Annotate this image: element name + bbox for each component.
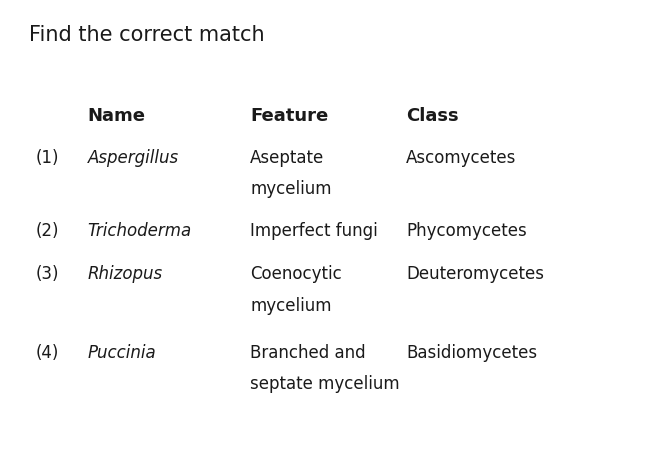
Text: Name: Name bbox=[88, 107, 146, 125]
Text: Trichoderma: Trichoderma bbox=[88, 222, 192, 240]
Text: Basidiomycetes: Basidiomycetes bbox=[406, 344, 538, 362]
Text: mycelium: mycelium bbox=[250, 297, 332, 315]
Text: (1): (1) bbox=[36, 149, 59, 167]
Text: Aseptate: Aseptate bbox=[250, 149, 324, 167]
Text: Deuteromycetes: Deuteromycetes bbox=[406, 265, 544, 283]
Text: Rhizopus: Rhizopus bbox=[88, 265, 163, 283]
Text: Ascomycetes: Ascomycetes bbox=[406, 149, 517, 167]
Text: Feature: Feature bbox=[250, 107, 328, 125]
Text: Imperfect fungi: Imperfect fungi bbox=[250, 222, 378, 240]
Text: (3): (3) bbox=[36, 265, 59, 283]
Text: Class: Class bbox=[406, 107, 459, 125]
Text: Branched and: Branched and bbox=[250, 344, 366, 362]
Text: septate mycelium: septate mycelium bbox=[250, 375, 400, 394]
Text: Puccinia: Puccinia bbox=[88, 344, 157, 362]
Text: (4): (4) bbox=[36, 344, 59, 362]
Text: Aspergillus: Aspergillus bbox=[88, 149, 179, 167]
Text: Coenocytic: Coenocytic bbox=[250, 265, 342, 283]
Text: Find the correct match: Find the correct match bbox=[29, 25, 265, 45]
Text: Phycomycetes: Phycomycetes bbox=[406, 222, 527, 240]
Text: mycelium: mycelium bbox=[250, 180, 332, 198]
Text: (2): (2) bbox=[36, 222, 59, 240]
